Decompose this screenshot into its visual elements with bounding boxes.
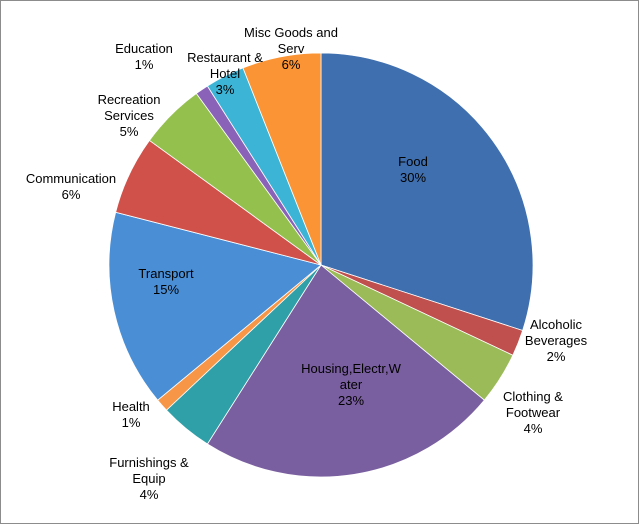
slice-label: Clothing & Footwear 4% [503, 389, 563, 436]
pie-slice-food [320, 52, 534, 332]
slice-label: Misc Goods and Serv 6% [244, 25, 338, 72]
slice-label: Alcoholic Beverages 2% [525, 317, 588, 364]
slice-label: Education 1% [115, 41, 173, 72]
pie-slice-transport [108, 211, 322, 401]
slice-label: Food 30% [398, 154, 428, 185]
slice-label: Furnishings & Equip 4% [109, 455, 189, 502]
slice-label: Transport 15% [138, 266, 194, 297]
pie-slice-housing-electr-water [206, 264, 485, 478]
pie-slice-misc-goods-and-serv [242, 52, 322, 266]
slice-label: Health 1% [112, 399, 150, 430]
slice-label: Housing,Electr,W ater 23% [301, 361, 401, 408]
slice-label: Restaurant & Hotel 3% [187, 50, 263, 97]
slice-label: Communication 6% [26, 171, 116, 202]
slice-label: Recreation Services 5% [98, 92, 161, 139]
